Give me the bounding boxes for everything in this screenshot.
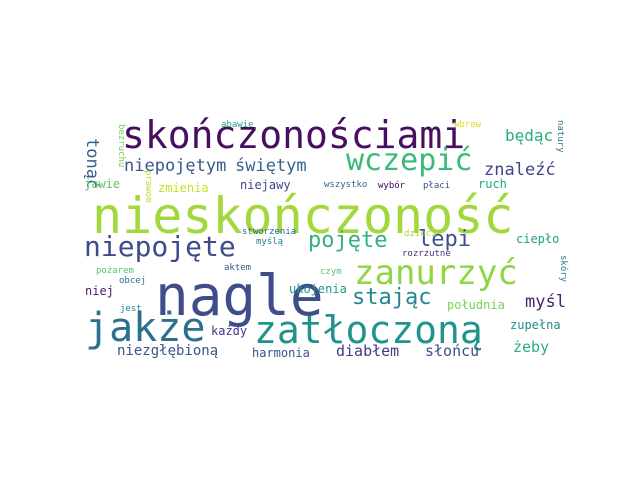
word-wczepic: wczepić bbox=[346, 143, 473, 178]
word-cloud: nieskończoność nagle skończonościami jak… bbox=[80, 112, 568, 366]
word-jawie: jawie bbox=[84, 177, 121, 191]
word-niejawy: niejawy bbox=[240, 178, 291, 192]
word-placi: płaci bbox=[423, 181, 451, 191]
word-niepojete: niepojęte bbox=[84, 230, 236, 263]
word-dzieci: dzieci bbox=[404, 229, 437, 239]
word-niezglebiona: niezgłębioną bbox=[117, 343, 219, 359]
word-znalezc: znaleźć bbox=[484, 160, 556, 180]
word-niej: niej bbox=[85, 284, 114, 298]
word-wybor: wybór bbox=[378, 181, 406, 191]
word-skory: skóry bbox=[558, 255, 568, 283]
word-abawie: abawie bbox=[221, 120, 254, 130]
word-zeby: żeby bbox=[513, 338, 550, 356]
word-prawom: prawom bbox=[143, 170, 153, 203]
word-stajac: stając bbox=[352, 285, 432, 310]
word-stworzenia: stworzenia bbox=[242, 227, 297, 237]
word-sloncu: słońcu bbox=[425, 342, 480, 360]
word-pojete: pojęte bbox=[308, 228, 388, 253]
word-ukojenia: ukojenia bbox=[289, 282, 347, 296]
word-wszystko: wszystko bbox=[324, 180, 368, 190]
word-jakze: jakże bbox=[85, 305, 206, 351]
word-mysl: myśl bbox=[525, 292, 566, 312]
word-obcej: obcej bbox=[119, 276, 147, 286]
word-zanurzyc: zanurzyć bbox=[354, 253, 518, 293]
word-bezruchu: bezruchu bbox=[116, 124, 126, 168]
word-tonac: tonąć bbox=[82, 138, 102, 190]
word-swietym: świętym bbox=[235, 156, 307, 176]
word-ruch: ruch bbox=[478, 177, 507, 191]
word-kazdy: każdy bbox=[211, 324, 248, 338]
word-harmonia: harmonia bbox=[252, 346, 310, 360]
word-niepojetym: niepojętym bbox=[124, 156, 227, 176]
word-zupelna: zupełna bbox=[510, 318, 561, 332]
word-mysla: myślą bbox=[256, 237, 284, 247]
word-aktem: aktem bbox=[224, 263, 252, 273]
word-jest: jest bbox=[120, 304, 142, 314]
word-czym: czym bbox=[320, 267, 342, 277]
word-skonczonosciami: skończonościami bbox=[122, 113, 466, 157]
word-pozarem: pożarem bbox=[96, 266, 134, 276]
word-natury: natury bbox=[555, 120, 565, 153]
word-diablem: diabłem bbox=[336, 342, 400, 360]
word-bedac: będąc bbox=[505, 126, 554, 145]
word-zatloczona: zatłoczoną bbox=[254, 308, 483, 352]
word-cieplo: ciepło bbox=[516, 232, 560, 246]
word-nagle: nagle bbox=[155, 264, 324, 329]
word-rozrzutne: rozrzutne bbox=[402, 249, 451, 259]
word-wbrew: wbrew bbox=[454, 120, 482, 130]
word-zmienia: zmienia bbox=[158, 181, 209, 195]
word-lepi: lepi bbox=[418, 227, 471, 252]
word-nieskonczonosc: nieskończoność bbox=[92, 187, 514, 245]
word-poludnia: południa bbox=[447, 298, 505, 312]
